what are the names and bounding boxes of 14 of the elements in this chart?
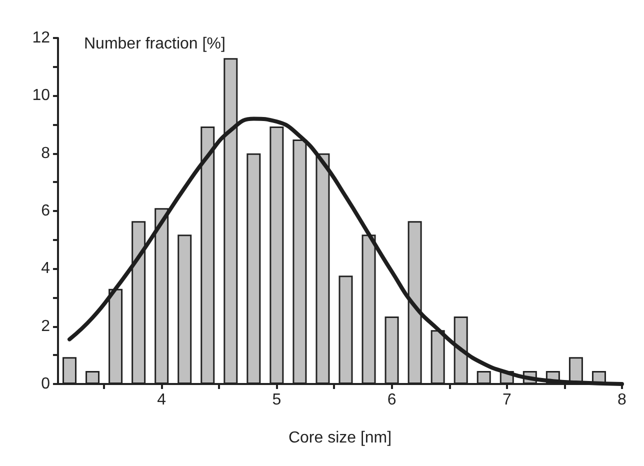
y-tick-label: 6	[41, 202, 50, 220]
x-tick-label: 8	[618, 392, 627, 408]
x-tick-label: 4	[157, 392, 166, 408]
x-tick-label: 6	[387, 392, 396, 408]
y-tick-label: 12	[32, 30, 50, 46]
x-tick-label: 7	[502, 392, 512, 408]
y-tick-label: 8	[41, 144, 50, 162]
y-tick-label: 2	[41, 318, 50, 335]
y-tick-label: 10	[32, 87, 50, 104]
y-tick-label: 0	[41, 376, 50, 392]
x-tick-label: 5	[272, 392, 282, 408]
x-axis-title: Core size [nm]	[288, 430, 392, 446]
y-axis-title: Number fraction [%]	[84, 36, 226, 52]
y-tick-label: 4	[41, 260, 50, 278]
